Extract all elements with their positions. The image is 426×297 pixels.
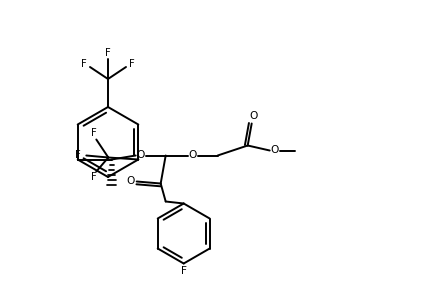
Text: F: F xyxy=(81,59,86,69)
Text: O: O xyxy=(126,176,135,187)
Text: F: F xyxy=(75,151,81,160)
Text: F: F xyxy=(105,48,111,58)
Text: F: F xyxy=(91,173,97,182)
Text: F: F xyxy=(180,266,186,277)
Text: O: O xyxy=(188,151,196,160)
Text: O: O xyxy=(249,111,257,121)
Text: O: O xyxy=(270,146,278,156)
Text: F: F xyxy=(129,59,135,69)
Text: F: F xyxy=(91,129,97,138)
Text: O: O xyxy=(136,151,144,160)
